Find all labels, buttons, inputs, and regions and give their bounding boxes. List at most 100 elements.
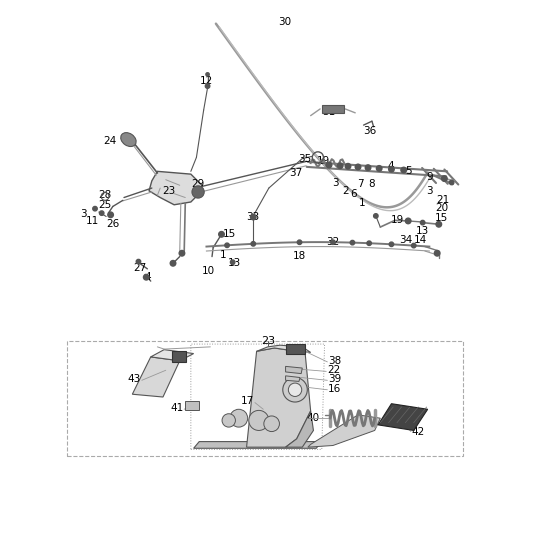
Circle shape [405,218,411,224]
Polygon shape [132,357,180,397]
Text: 22: 22 [327,365,340,375]
Text: 31: 31 [323,107,335,116]
Polygon shape [149,171,202,205]
Circle shape [225,243,229,248]
Circle shape [108,212,113,218]
Text: 4: 4 [144,272,151,282]
Polygon shape [246,348,311,447]
Bar [185,401,199,410]
Text: 3: 3 [333,178,339,188]
Ellipse shape [121,133,136,147]
Bar [67,341,463,455]
Text: 11: 11 [86,217,99,226]
Circle shape [288,383,302,396]
Bar [286,343,305,353]
Circle shape [374,214,378,218]
Text: 16: 16 [328,384,341,394]
Polygon shape [378,404,428,431]
Text: 24: 24 [104,136,116,146]
Text: 29: 29 [191,179,204,189]
Polygon shape [256,345,311,352]
Text: 41: 41 [170,403,184,413]
Text: 25: 25 [98,200,111,210]
Text: 3: 3 [81,209,87,220]
Circle shape [376,166,382,171]
Circle shape [283,377,307,402]
Text: 37: 37 [289,168,302,178]
Bar [172,351,186,362]
Circle shape [367,241,371,245]
Bar [322,105,344,113]
Circle shape [249,410,269,431]
Text: 23: 23 [162,186,175,196]
Circle shape [297,240,302,245]
Circle shape [136,259,141,264]
Text: 14: 14 [414,235,427,245]
Text: 40: 40 [307,413,320,423]
Circle shape [222,414,235,427]
Text: 34: 34 [399,235,413,245]
Text: 8: 8 [368,179,375,189]
Text: 33: 33 [246,212,260,222]
Text: 19: 19 [390,215,404,225]
Text: 13: 13 [416,226,429,236]
Circle shape [365,165,371,170]
Circle shape [421,221,425,225]
Polygon shape [151,349,194,361]
Text: 18: 18 [293,251,306,261]
Circle shape [389,242,394,246]
Circle shape [355,164,361,170]
Text: 20: 20 [435,203,448,213]
Circle shape [264,416,279,432]
Text: 35: 35 [298,153,312,164]
Text: 43: 43 [127,374,141,384]
Circle shape [192,186,204,198]
Text: 15: 15 [435,213,448,222]
Polygon shape [308,415,380,447]
Text: 3: 3 [426,186,433,196]
Text: 38: 38 [328,356,341,366]
Text: 17: 17 [241,396,254,407]
Text: 2: 2 [342,186,349,196]
Circle shape [206,73,209,76]
Circle shape [345,164,351,169]
Text: 28: 28 [98,190,111,200]
Circle shape [179,250,185,256]
Text: 5: 5 [405,166,412,176]
Polygon shape [286,366,302,374]
Circle shape [389,166,394,172]
Circle shape [251,241,255,246]
Circle shape [350,240,354,245]
Text: 30: 30 [278,17,291,27]
Text: 19: 19 [317,156,330,166]
Polygon shape [286,411,314,447]
Text: 6: 6 [350,189,357,199]
Text: 1: 1 [220,250,226,260]
Circle shape [449,180,454,185]
Circle shape [170,260,176,266]
Text: 13: 13 [228,258,241,268]
Text: 32: 32 [326,237,339,247]
Text: 36: 36 [363,126,377,136]
Text: 7: 7 [357,179,364,189]
Text: 42: 42 [412,427,425,437]
Circle shape [401,167,407,173]
Circle shape [230,409,248,427]
Circle shape [435,250,440,256]
Circle shape [230,260,235,264]
Text: 1: 1 [359,198,366,208]
Circle shape [442,176,447,181]
Text: 15: 15 [223,229,236,239]
Polygon shape [194,442,322,449]
Text: 10: 10 [202,266,215,276]
Circle shape [326,162,332,168]
Text: 12: 12 [200,76,213,86]
Circle shape [250,214,256,220]
Circle shape [143,274,149,280]
Circle shape [337,163,343,169]
Text: 27: 27 [133,263,146,273]
Circle shape [219,231,224,237]
Text: 23: 23 [260,337,275,346]
Text: 26: 26 [106,220,119,229]
Polygon shape [286,376,300,381]
